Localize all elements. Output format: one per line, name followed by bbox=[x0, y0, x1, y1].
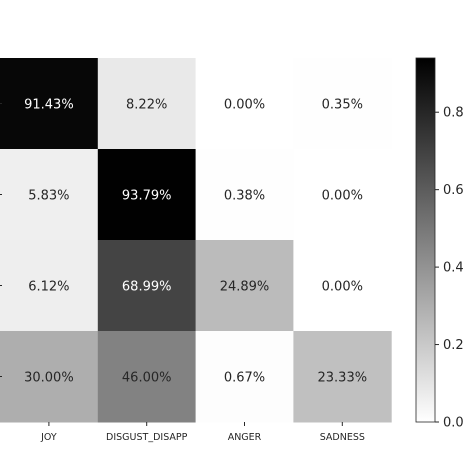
colorbar-gradient bbox=[415, 57, 436, 423]
heatmap-cell bbox=[0, 149, 99, 241]
cell-label: 0.00% bbox=[224, 98, 265, 113]
x-tick-label: DISGUST_DISAPP bbox=[106, 432, 188, 443]
colorbar: 0.0 0.2 0.4 0.6 0.8 bbox=[415, 57, 464, 431]
heatmap-cell bbox=[195, 149, 294, 241]
heatmap-cell bbox=[293, 331, 392, 423]
cell-label: 5.83% bbox=[28, 189, 69, 204]
heatmap-cell bbox=[97, 240, 197, 332]
cell-label: 91.43% bbox=[24, 98, 74, 113]
cell-label: 8.22% bbox=[126, 98, 167, 113]
heatmap-cell bbox=[97, 331, 197, 423]
heatmap-cell bbox=[0, 331, 99, 423]
heatmap-cells: 91.43% 8.22% 0.00% 0.35% 5.83% 93.79% 0.38% 0.0… bbox=[0, 58, 392, 423]
heatmap-cell bbox=[195, 331, 294, 423]
heatmap-cell bbox=[97, 58, 197, 150]
heatmap-cell bbox=[0, 240, 99, 332]
colorbar-tick-label: 0.6 bbox=[443, 183, 464, 198]
cell-label: 24.89% bbox=[220, 280, 270, 295]
colorbar-tick-label: 0.2 bbox=[443, 338, 464, 353]
colorbar-tick-label: 0.4 bbox=[443, 261, 464, 276]
cell-label: 30.00% bbox=[24, 371, 74, 386]
x-tick-label: SADNESS bbox=[320, 432, 365, 443]
cell-label: 68.99% bbox=[122, 280, 172, 295]
cell-label: 0.00% bbox=[322, 189, 363, 204]
x-tick-label: JOY bbox=[40, 432, 57, 443]
heatmap-cell bbox=[0, 58, 99, 150]
x-axis-ticks: JOY DISGUST_DISAPP ANGER SADNESS bbox=[0, 103, 365, 443]
x-tick-label: ANGER bbox=[228, 432, 262, 443]
colorbar-tick-label: 0.0 bbox=[443, 416, 464, 431]
heatmap-cell bbox=[293, 58, 392, 150]
colorbar-tick-label: 0.8 bbox=[443, 106, 464, 121]
heatmap-cell bbox=[97, 149, 197, 241]
cell-label: 0.67% bbox=[224, 371, 265, 386]
cell-label: 0.00% bbox=[322, 280, 363, 295]
heatmap-cell bbox=[293, 149, 392, 241]
cell-label: 0.35% bbox=[322, 98, 363, 113]
cell-label: 93.79% bbox=[122, 189, 172, 204]
heatmap-cell bbox=[195, 240, 294, 332]
cell-label: 6.12% bbox=[28, 280, 69, 295]
heatmap-cell bbox=[293, 240, 392, 332]
cell-label: 23.33% bbox=[318, 371, 368, 386]
cell-label: 0.38% bbox=[224, 189, 265, 204]
cell-label: 46.00% bbox=[122, 371, 172, 386]
heatmap-cell bbox=[195, 58, 294, 150]
